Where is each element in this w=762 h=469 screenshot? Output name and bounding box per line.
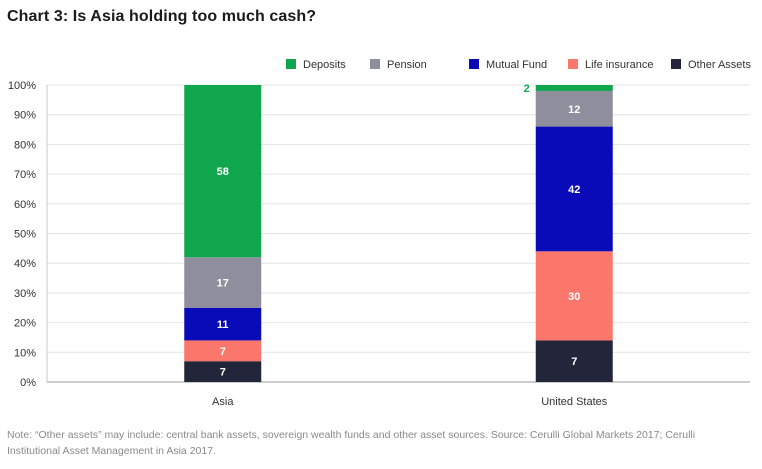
data-label: 30 [568, 291, 580, 303]
y-tick-label: 20% [14, 318, 36, 330]
y-tick-label: 70% [14, 169, 36, 181]
stacked-bar-chart: 0% 10% 20% 30% 40% 50% 60% 70% 80% 90% 100% 7 7 11 17… [8, 59, 751, 408]
legend-item: Life insurance [568, 59, 654, 71]
data-label: 11 [217, 319, 229, 331]
x-tick-label: United States [541, 396, 608, 408]
bar-segment [184, 85, 262, 258]
bar-segment [535, 126, 613, 252]
data-label: 42 [568, 184, 580, 196]
bar-segment [184, 257, 262, 308]
legend-item: Pension [370, 59, 427, 71]
x-axis-ticks: Asia United States [212, 396, 608, 408]
bar-segment [184, 307, 262, 341]
data-label: 17 [217, 278, 229, 290]
y-tick-label: 30% [14, 288, 36, 300]
y-tick-label: 60% [14, 199, 36, 211]
bar-segment [535, 85, 613, 91]
footnote: Note: “Other assets” may include: centra… [7, 429, 696, 457]
bar-segment [184, 361, 262, 382]
legend-item: Deposits [286, 59, 346, 71]
bar-segment [535, 251, 613, 341]
legend-label: Life insurance [585, 59, 654, 71]
bars: 7 7 11 17 58 7 30 42 12 2 [184, 83, 613, 382]
legend-swatch [568, 59, 578, 69]
legend-label: Mutual Fund [486, 59, 547, 71]
bar-segment [535, 90, 613, 127]
y-axis-ticks: 0% 10% 20% 30% 40% 50% 60% 70% 80% 90% 100% [8, 80, 36, 389]
data-label: 58 [217, 166, 229, 178]
legend-swatch [370, 59, 380, 69]
legend-label: Pension [387, 59, 427, 71]
y-tick-label: 0% [20, 377, 36, 389]
legend-label: Other Assets [688, 59, 751, 71]
data-label: 7 [571, 356, 577, 368]
legend-swatch [671, 59, 681, 69]
y-tick-label: 90% [14, 110, 36, 122]
data-label: 12 [568, 104, 580, 116]
data-label: 7 [220, 367, 226, 379]
y-tick-label: 50% [14, 229, 36, 241]
y-tick-label: 40% [14, 258, 36, 270]
bar-segment [184, 340, 262, 362]
data-label: 2 [524, 83, 530, 95]
legend: Deposits Pension Mutual Fund Life insurance… [286, 59, 751, 71]
legend-swatch [286, 59, 296, 69]
data-label: 7 [220, 346, 226, 358]
y-tick-label: 100% [8, 80, 36, 92]
legend-item: Other Assets [671, 59, 751, 71]
y-tick-label: 10% [14, 347, 36, 359]
y-tick-label: 80% [14, 139, 36, 151]
bar-segment [535, 340, 613, 382]
chart-title: Chart 3: Is Asia holding too much cash? [7, 8, 317, 25]
legend-item: Mutual Fund [469, 59, 547, 71]
legend-label: Deposits [303, 59, 346, 71]
x-tick-label: Asia [212, 396, 234, 408]
legend-swatch [469, 59, 479, 69]
gridlines [46, 84, 750, 383]
